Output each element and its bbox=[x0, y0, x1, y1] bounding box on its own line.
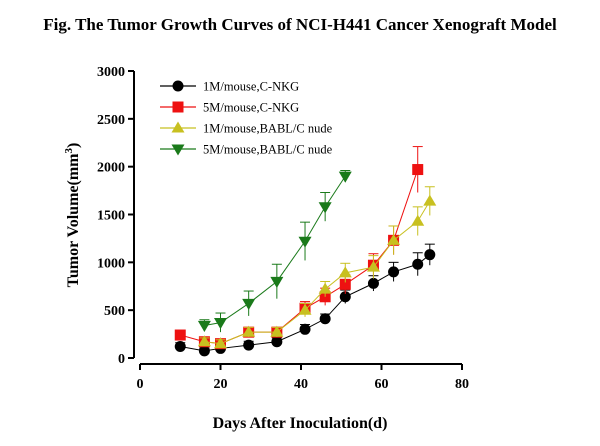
legend-marker bbox=[172, 101, 184, 113]
x-tick-label: 40 bbox=[294, 377, 308, 392]
legend-label: 5M/mouse,C-NKG bbox=[203, 101, 299, 115]
legend-label: 5M/mouse,BABL/C nude bbox=[203, 143, 333, 157]
y-axis-title: Tumor Volume(mm3) bbox=[63, 143, 82, 288]
x-tick-label: 0 bbox=[137, 377, 144, 392]
x-tick-label: 20 bbox=[214, 377, 228, 392]
legend-marker bbox=[171, 121, 185, 133]
data-point bbox=[339, 291, 351, 303]
data-point bbox=[174, 341, 186, 353]
legend-label: 1M/mouse,C-NKG bbox=[203, 80, 299, 94]
series-1 bbox=[174, 243, 436, 357]
data-point bbox=[243, 339, 255, 351]
data-point bbox=[423, 194, 437, 206]
data-point bbox=[270, 276, 284, 288]
data-point bbox=[271, 336, 283, 348]
series-line bbox=[180, 169, 419, 345]
axes: 0 500 1000 1500 2000 2500 3000 0 20 40 60 80 bbox=[97, 65, 469, 392]
y-tick-label: 2000 bbox=[97, 161, 125, 176]
y-tick-label: 500 bbox=[104, 304, 125, 319]
data-point bbox=[339, 278, 351, 290]
data-point bbox=[388, 266, 400, 278]
data-point bbox=[214, 318, 227, 330]
data-point bbox=[412, 258, 424, 270]
data-point bbox=[411, 214, 425, 226]
chart-title: Fig. The Tumor Growth Curves of NCI-H441… bbox=[43, 15, 557, 34]
data-point bbox=[338, 266, 352, 278]
data-point bbox=[412, 164, 424, 176]
x-tick-label: 60 bbox=[375, 377, 389, 392]
data-point bbox=[424, 249, 436, 261]
data-point bbox=[298, 236, 312, 248]
series-line bbox=[204, 175, 346, 326]
data-point bbox=[198, 345, 210, 357]
data-point bbox=[174, 329, 186, 341]
legend-marker bbox=[172, 80, 184, 92]
y-tick-label: 0 bbox=[118, 352, 125, 367]
data-point bbox=[387, 233, 401, 245]
data-point bbox=[299, 323, 311, 335]
data-point bbox=[366, 260, 380, 272]
legend-marker bbox=[171, 144, 185, 156]
x-axis-title: Days After Inoculation(d) bbox=[213, 415, 388, 432]
data-point bbox=[197, 335, 211, 347]
data-point bbox=[318, 202, 332, 214]
data-point bbox=[319, 313, 331, 325]
data-point bbox=[242, 298, 256, 310]
data-point bbox=[298, 303, 312, 315]
y-tick-label: 2500 bbox=[97, 113, 125, 128]
y-tick-label: 1000 bbox=[97, 256, 125, 271]
series-2 bbox=[174, 146, 424, 350]
data-point bbox=[367, 277, 379, 289]
x-tick-label: 80 bbox=[455, 377, 469, 392]
data-point bbox=[318, 282, 332, 294]
data-point bbox=[214, 337, 227, 349]
y-tick-label: 1500 bbox=[97, 209, 125, 224]
series-3 bbox=[197, 186, 437, 349]
series-4 bbox=[197, 169, 352, 333]
data-point bbox=[270, 325, 284, 337]
legend-label: 1M/mouse,BABL/C nude bbox=[203, 122, 333, 136]
y-tick-label: 3000 bbox=[97, 65, 125, 80]
series-layer bbox=[174, 146, 437, 357]
data-point bbox=[197, 320, 211, 332]
legend: 1M/mouse,C-NKG 5M/mouse,C-NKG 1M/mouse,BAB… bbox=[160, 80, 333, 157]
data-point bbox=[242, 325, 256, 337]
data-point bbox=[338, 171, 352, 183]
